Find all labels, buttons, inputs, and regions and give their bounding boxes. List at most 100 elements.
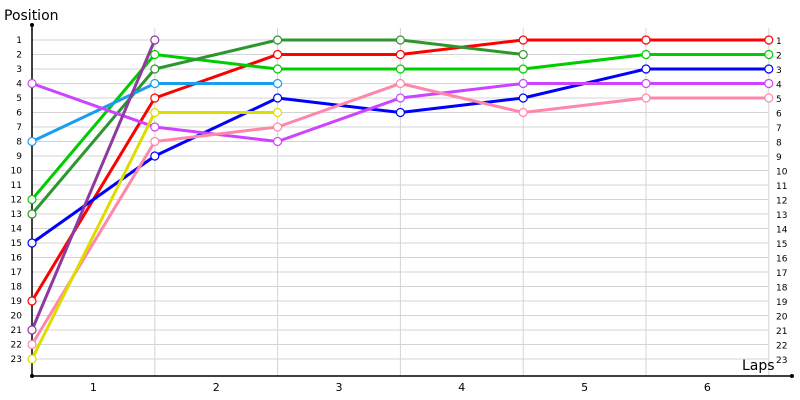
y-tick-label-right: 3 (776, 66, 782, 76)
y-tick-label-left: 5 (16, 94, 22, 104)
x-tick-label: 3 (336, 381, 343, 394)
series-3-point (150, 151, 160, 161)
series-3-point (764, 64, 774, 74)
series-3-point (273, 93, 283, 103)
y-tick-label-right: 1 (776, 37, 782, 47)
x-axis-title: Laps (742, 358, 775, 374)
series-2-point (150, 64, 160, 74)
series-0-point (518, 35, 528, 45)
series-5-point (273, 136, 283, 147)
y-tick-label-right: 10 (776, 168, 788, 178)
series-7-point (150, 107, 160, 118)
series-6-point (518, 107, 528, 118)
series-2-point (273, 35, 283, 45)
y-tick-label-right: 23 (776, 356, 787, 366)
y-tick-label-right: 14 (776, 226, 788, 236)
y-tick-label-right: 19 (776, 298, 788, 308)
y-tick-label-right: 16 (776, 255, 788, 265)
y-tick-label-left: 13 (11, 210, 22, 220)
y-tick-label-right: 4 (776, 81, 782, 91)
series-0-point (641, 35, 651, 45)
series-6-point (27, 339, 37, 350)
y-tick-label-left: 9 (16, 152, 22, 162)
series-2-point (395, 35, 405, 45)
y-tick-label-left: 21 (11, 326, 22, 336)
y-tick-label-left: 3 (16, 65, 22, 75)
y-tick-label-left: 7 (16, 123, 22, 133)
series-7-point (273, 107, 283, 118)
series-6-point (641, 93, 651, 103)
series-3-point (518, 93, 528, 103)
y-tick-label-left: 10 (11, 167, 23, 177)
series-1-point (395, 64, 405, 74)
series-4-point (273, 78, 283, 89)
series-8-point (150, 35, 160, 45)
y-axis-title: Position (4, 8, 59, 24)
y-axis-end-dot (30, 23, 34, 27)
y-tick-label-right: 6 (776, 110, 782, 120)
y-tick-label-right: 21 (776, 327, 787, 337)
x-tick-label: 2 (213, 381, 220, 394)
series-7-point (27, 354, 37, 364)
series-4-point (150, 78, 160, 89)
series-5-point (27, 78, 37, 89)
y-tick-label-right: 9 (776, 153, 782, 163)
y-tick-label-right: 2 (776, 52, 782, 62)
series-5-point (518, 78, 528, 89)
y-tick-label-right: 20 (776, 313, 788, 323)
y-tick-label-left: 1 (16, 36, 22, 46)
y-tick-label-left: 20 (11, 312, 23, 322)
x-tick-label: 6 (704, 381, 711, 394)
series-5-point (150, 122, 160, 132)
y-tick-label-left: 8 (16, 138, 22, 148)
series-5-point (395, 93, 405, 103)
y-tick-label-right: 12 (776, 197, 787, 207)
y-tick-label-right: 15 (776, 240, 787, 250)
y-tick-label-right: 17 (776, 269, 787, 279)
y-tick-label-left: 15 (11, 239, 22, 249)
series-3-point (27, 238, 37, 248)
series-6-point (764, 93, 774, 103)
y-tick-label-left: 23 (11, 355, 22, 365)
series-6-point (273, 122, 283, 132)
series-5-point (641, 78, 651, 89)
y-tick-label-left: 18 (11, 283, 23, 293)
series-0-point (27, 296, 37, 306)
series-6-point (395, 78, 405, 89)
y-tick-label-left: 17 (11, 268, 22, 278)
series-1-point (27, 194, 37, 205)
series-1-point (150, 49, 160, 60)
y-tick-label-left: 6 (16, 109, 22, 119)
x-axis-end-dot (790, 374, 794, 378)
series-0-point (764, 35, 774, 45)
y-tick-label-right: 13 (776, 211, 787, 221)
series-1-point (641, 49, 651, 60)
series-2-point (518, 49, 528, 60)
y-tick-label-left: 14 (11, 225, 23, 235)
series-1-point (764, 49, 774, 60)
y-tick-label-right: 5 (776, 95, 782, 105)
y-tick-label-left: 4 (16, 80, 22, 90)
y-tick-label-left: 22 (11, 341, 22, 351)
y-tick-label-left: 16 (11, 254, 23, 264)
series-3-point (641, 64, 651, 74)
axis-origin-dot (30, 374, 34, 378)
series-4-point (27, 136, 37, 147)
x-tick-label: 1 (90, 381, 97, 394)
series-1-point (273, 64, 283, 74)
y-tick-label-left: 12 (11, 196, 22, 206)
x-tick-label: 4 (458, 381, 465, 394)
series-line-8 (30, 39, 157, 331)
series-8-point (27, 325, 37, 335)
series-0-point (150, 93, 160, 103)
y-tick-label-left: 19 (11, 297, 23, 307)
y-tick-label-left: 2 (16, 51, 22, 61)
series-0-point (273, 49, 283, 60)
series-2-point (27, 209, 37, 219)
y-tick-label-left: 11 (11, 181, 22, 191)
y-tick-label-right: 22 (776, 342, 787, 352)
series-0-point (395, 49, 405, 60)
x-tick-label: 5 (581, 381, 588, 394)
y-tick-label-right: 18 (776, 284, 788, 294)
